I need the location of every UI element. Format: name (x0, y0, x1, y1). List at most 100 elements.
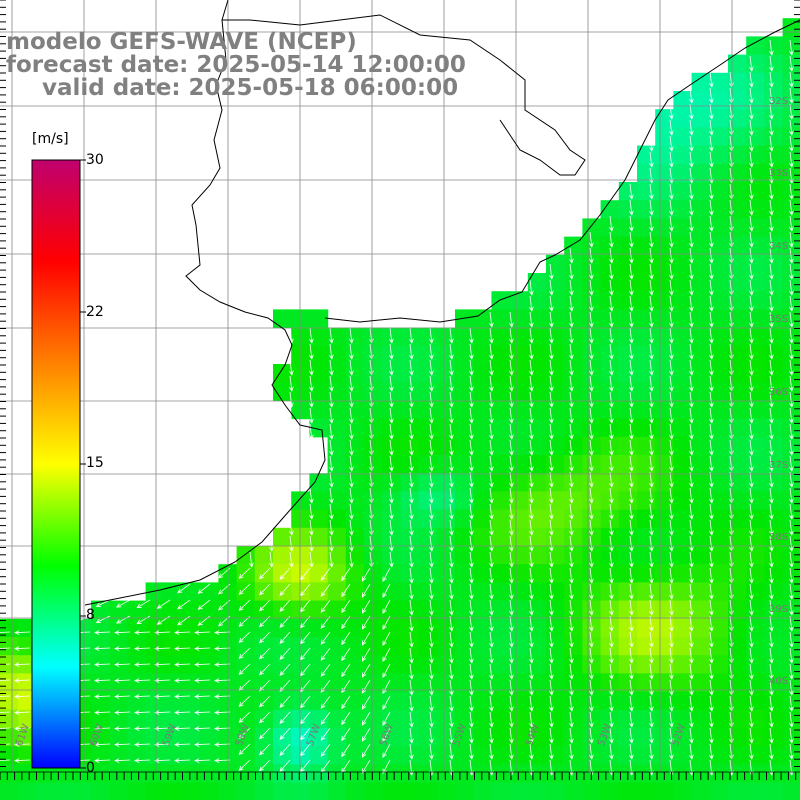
speed-cell (564, 746, 583, 765)
wind-arrow (629, 567, 634, 584)
wind-arrow (629, 519, 634, 536)
speed-cell (509, 345, 529, 365)
speed-cell (709, 455, 729, 474)
wind-arrow (389, 439, 394, 456)
wind-arrow (549, 727, 554, 744)
wind-arrow (789, 103, 794, 120)
speed-cell (509, 582, 529, 602)
wind-arrow (669, 215, 674, 232)
speed-cell (345, 418, 365, 438)
wind-arrow (789, 615, 794, 632)
speed-cell (618, 746, 638, 765)
wind-arrow (214, 710, 231, 715)
speed-cell (418, 673, 438, 693)
speed-cell (382, 527, 401, 547)
speed-cell (564, 273, 583, 292)
speed-cell (618, 618, 638, 638)
wind-arrow (689, 135, 694, 152)
wind-arrow (609, 231, 614, 248)
wind-arrow (94, 662, 111, 667)
speed-cell (782, 254, 800, 274)
wind-arrow (709, 263, 714, 280)
wind-arrow (489, 551, 494, 568)
speed-cell (400, 473, 420, 492)
speed-cell (327, 473, 347, 492)
speed-cell (564, 364, 583, 383)
speed-cell (691, 418, 711, 438)
wind-arrow (749, 151, 754, 168)
speed-cell (618, 673, 638, 693)
wind-arrow (629, 279, 634, 296)
wind-arrow (341, 663, 351, 678)
wind-arrow (789, 375, 794, 392)
speed-cell (473, 400, 492, 420)
speed-cell (273, 637, 292, 656)
wind-arrow (409, 503, 414, 520)
speed-cell (418, 546, 438, 565)
speed-cell (691, 655, 711, 674)
wind-arrow (669, 695, 674, 712)
speed-cell (509, 546, 529, 565)
wind-arrow (389, 519, 394, 536)
wind-arrow (609, 295, 614, 312)
wind-arrow (789, 343, 794, 360)
wind-arrow (709, 439, 714, 456)
speed-cell (691, 564, 711, 583)
speed-cell (236, 782, 256, 800)
wind-arrow (429, 423, 434, 440)
wind-arrow (669, 279, 674, 296)
wind-arrow (429, 663, 434, 680)
speed-cell (345, 728, 365, 747)
speed-cell (473, 309, 492, 329)
speed-cell (291, 345, 310, 365)
wind-arrow (589, 455, 594, 472)
speed-cell (673, 163, 693, 183)
speed-cell (691, 600, 711, 620)
speed-cell (637, 637, 656, 656)
speed-cell (182, 637, 201, 656)
speed-cell (400, 764, 420, 784)
speed-cell (546, 527, 565, 547)
wind-arrow (749, 215, 754, 232)
wind-arrow (569, 407, 574, 424)
wind-arrow (689, 87, 694, 104)
speed-cell (509, 291, 529, 310)
speed-cell (382, 400, 401, 420)
speed-cell (709, 72, 729, 92)
speed-cell (491, 764, 511, 784)
wind-arrow (429, 455, 434, 472)
wind-arrow (509, 439, 514, 456)
speed-cell (273, 382, 292, 401)
wind-arrow (549, 423, 554, 440)
wind-arrow (382, 695, 391, 711)
wind-arrow (709, 599, 714, 616)
speed-cell (309, 309, 329, 329)
speed-cell (709, 527, 729, 547)
wind-arrow (649, 743, 654, 760)
wind-arrow (238, 663, 251, 676)
speed-cell (254, 655, 274, 674)
wind-arrow (409, 327, 414, 344)
wind-arrow (749, 231, 754, 248)
speed-cell (273, 728, 292, 747)
speed-cell (618, 291, 638, 310)
wind-arrow (320, 743, 331, 757)
speed-cell (455, 527, 474, 547)
speed-cell (782, 691, 800, 711)
wind-arrow (174, 678, 191, 683)
wind-arrow (289, 407, 294, 424)
speed-cell (345, 327, 365, 347)
wind-arrow (709, 535, 714, 552)
wind-arrow (329, 535, 334, 552)
speed-cell (582, 691, 602, 711)
wind-arrow (669, 519, 674, 536)
wind-arrow (709, 199, 714, 216)
speed-cell (600, 582, 620, 602)
speed-cell (345, 436, 365, 456)
wind-arrow (194, 710, 211, 715)
wind-arrow (749, 295, 754, 312)
speed-cell (546, 291, 565, 310)
wind-arrow (589, 231, 594, 248)
speed-cell (746, 182, 765, 201)
wind-arrow (629, 503, 634, 520)
